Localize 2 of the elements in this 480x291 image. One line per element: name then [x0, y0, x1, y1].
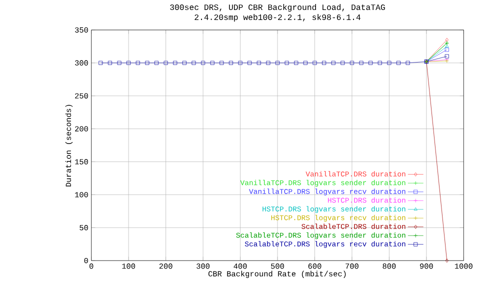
chart-subtitle: 2.4.20smp web100-2.2.1, sk98-6.1.4	[194, 14, 360, 22]
chart-title: 300sec DRS, UDP CBR Background Load, DataTAG	[170, 4, 385, 12]
